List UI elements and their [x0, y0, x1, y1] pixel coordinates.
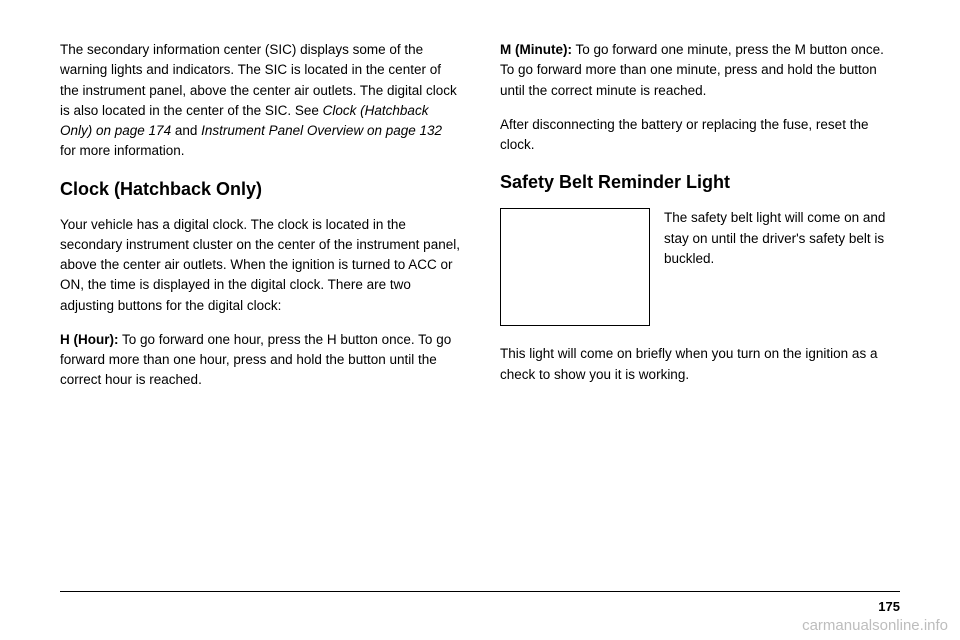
safety-row: The safety belt light will come on and s…: [500, 208, 900, 326]
left-column: The secondary information center (SIC) d…: [60, 40, 460, 405]
safety-belt-icon-placeholder: [500, 208, 650, 326]
minute-paragraph: M (Minute): To go forward one minute, pr…: [500, 40, 900, 101]
page-content: The secondary information center (SIC) d…: [0, 0, 960, 425]
minute-label: M (Minute):: [500, 42, 572, 57]
safety-text: The safety belt light will come on and s…: [664, 208, 900, 269]
safety-heading: Safety Belt Reminder Light: [500, 169, 900, 196]
sic-paragraph: The secondary information center (SIC) d…: [60, 40, 460, 162]
check-paragraph: This light will come on briefly when you…: [500, 344, 900, 385]
reset-paragraph: After disconnecting the battery or repla…: [500, 115, 900, 156]
hour-label: H (Hour):: [60, 332, 118, 347]
hour-text: To go forward one hour, press the H butt…: [60, 332, 451, 388]
clock-paragraph: Your vehicle has a digital clock. The cl…: [60, 215, 460, 316]
right-column: M (Minute): To go forward one minute, pr…: [500, 40, 900, 405]
sic-text-2: and: [171, 123, 201, 138]
page-number: 175: [878, 599, 900, 614]
hour-paragraph: H (Hour): To go forward one hour, press …: [60, 330, 460, 391]
clock-heading: Clock (Hatchback Only): [60, 176, 460, 203]
watermark: carmanualsonline.info: [802, 617, 948, 634]
footer-rule: [60, 591, 900, 592]
sic-link-2: Instrument Panel Overview on page 132: [201, 123, 442, 138]
sic-text-3: for more information.: [60, 143, 185, 158]
